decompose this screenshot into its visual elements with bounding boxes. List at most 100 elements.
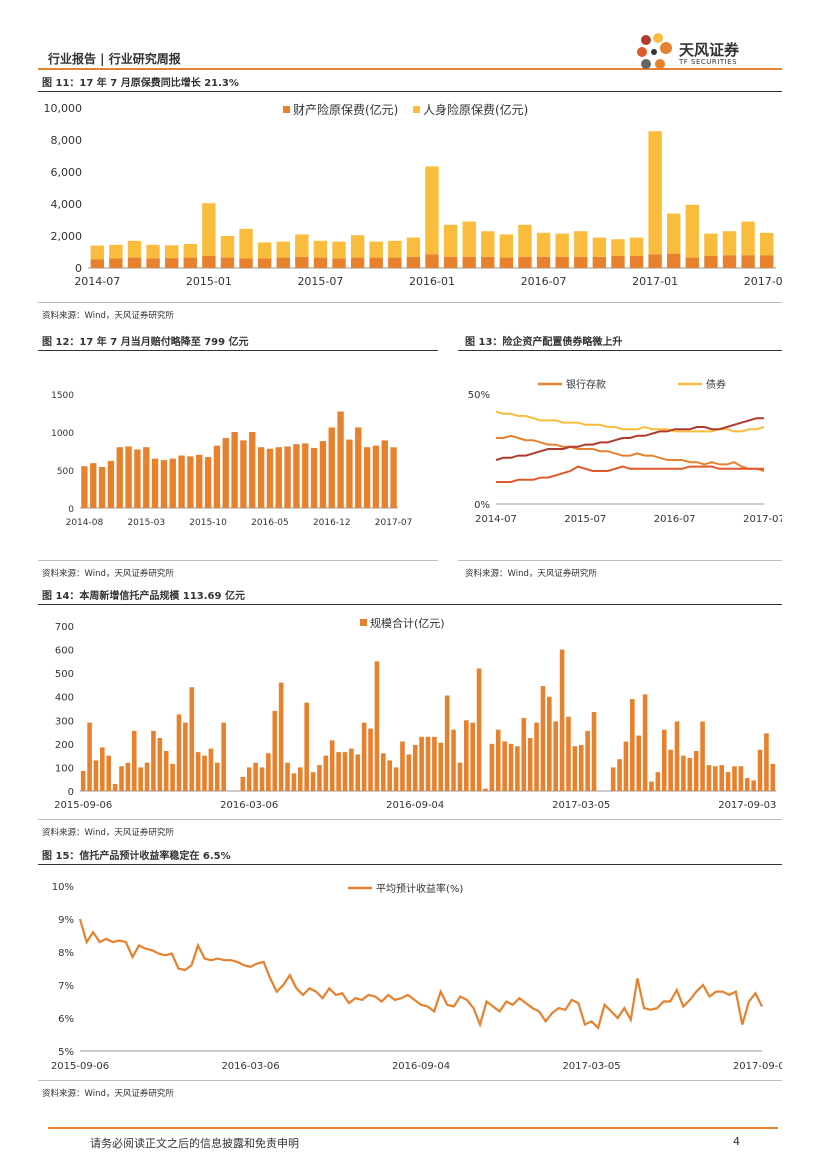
bar [196, 454, 203, 508]
x-tick-label: 2016-09-04 [386, 800, 444, 811]
x-tick-label: 2016-03-06 [221, 1061, 279, 1072]
series-line [496, 434, 765, 472]
legend-label: 财产险原保费(亿元) [293, 102, 398, 117]
bar [476, 668, 482, 791]
bar [502, 741, 507, 791]
fig11-title: 图 11：17 年 7 月原保费同比增长 21.3% [42, 78, 239, 89]
x-tick-label: 2017-01 [632, 275, 678, 288]
fig14-source-rule [38, 819, 782, 820]
bar [266, 753, 271, 791]
bar [106, 755, 112, 791]
bar [313, 240, 328, 258]
bar [617, 759, 622, 791]
bar [266, 448, 274, 508]
bar [164, 245, 179, 259]
bar [464, 720, 469, 791]
bar [350, 235, 365, 258]
bar [176, 714, 182, 791]
bar [332, 241, 346, 259]
bar [706, 765, 712, 791]
bar [655, 772, 661, 791]
x-tick-label: 2017-03-05 [562, 1061, 620, 1072]
fig12-source-rule [38, 560, 438, 561]
footer-rule [48, 1127, 778, 1129]
x-tick-label: 2016-07 [521, 275, 567, 288]
fig15-title: 图 15：信托产品预计收益率稳定在 6.5% [42, 851, 231, 862]
bar [751, 780, 756, 791]
bar [240, 440, 247, 508]
bar [536, 256, 551, 268]
bar [667, 213, 681, 254]
logo-text: 天风证券 [679, 41, 740, 59]
x-tick-label: 2015-01 [186, 275, 232, 288]
x-tick-label: 2016-07 [654, 514, 696, 525]
bar [151, 730, 156, 791]
legend-label: 人身险原保费(亿元) [423, 102, 528, 117]
bar [332, 258, 346, 268]
bar [144, 762, 150, 791]
bar [183, 244, 197, 258]
y-tick-label: 10% [52, 882, 74, 893]
logo-petal [655, 59, 665, 69]
y-tick-label: 1500 [51, 391, 74, 401]
fig12-chart: 0 500 1000 1500 2014-08 2015-03 2015-10 2016-05… [51, 391, 412, 528]
bar [566, 716, 571, 791]
bar [151, 458, 159, 508]
report-header: 行业报告 | 行业研究周报 [48, 52, 181, 66]
y-tick-label: 6,000 [51, 166, 83, 179]
x-tick-label: 2015-09-06 [51, 1061, 109, 1072]
bar [313, 257, 328, 268]
bar [681, 755, 686, 791]
bar [369, 257, 383, 268]
bar [685, 204, 700, 258]
fig13-chart: 0% 50% 2014-07 2015-07 2016-07 2017-07 银行存款 债券 [468, 378, 782, 525]
bar [295, 234, 309, 257]
x-tick-label: 2014-08 [66, 518, 104, 528]
bar [713, 766, 718, 791]
fig11-chart: 0 2,000 4,000 6,000 8,000 10,000 2014-07 2015-0… [44, 102, 783, 288]
series-line [78, 918, 763, 1031]
fig15-source-rule [38, 1080, 782, 1081]
bar [253, 762, 258, 791]
bar [390, 447, 397, 508]
bar [741, 255, 755, 268]
fig12-title-rule [38, 350, 438, 351]
y-tick-label: 8% [58, 948, 74, 959]
fig12-source: 资料来源：Wind，天风证券研究所 [42, 569, 174, 579]
bar [355, 427, 362, 508]
y-tick-label: 5% [58, 1047, 74, 1058]
logo-petal [660, 42, 672, 54]
bar [81, 466, 88, 508]
bar [214, 762, 220, 791]
bar [388, 240, 402, 258]
y-tick-label: 0 [75, 262, 82, 275]
fig11-source: 资料来源：Wind，天风证券研究所 [42, 311, 174, 321]
bar [738, 766, 744, 791]
x-tick-label: 2014-07 [475, 514, 517, 525]
y-tick-label: 9% [58, 915, 74, 926]
logo-petal [651, 49, 657, 55]
bar [495, 729, 501, 791]
bar [112, 783, 118, 791]
bar [388, 257, 402, 268]
bar [164, 258, 179, 268]
bar [90, 463, 97, 508]
bar [585, 730, 590, 791]
bar [246, 767, 252, 791]
bar [221, 722, 226, 791]
bar [629, 237, 644, 256]
bar [432, 736, 437, 791]
bar [163, 750, 169, 791]
fig13-title-rule [458, 350, 782, 351]
x-tick-label: 2016-01 [409, 275, 455, 288]
bar [208, 748, 214, 791]
bar [336, 752, 341, 791]
tf-logo-icon [637, 33, 672, 69]
logo-petal [641, 59, 651, 69]
bar [346, 439, 353, 508]
bar [90, 259, 104, 268]
bar [146, 244, 160, 259]
bar [213, 445, 221, 508]
bar [611, 239, 625, 256]
bar [310, 447, 318, 508]
